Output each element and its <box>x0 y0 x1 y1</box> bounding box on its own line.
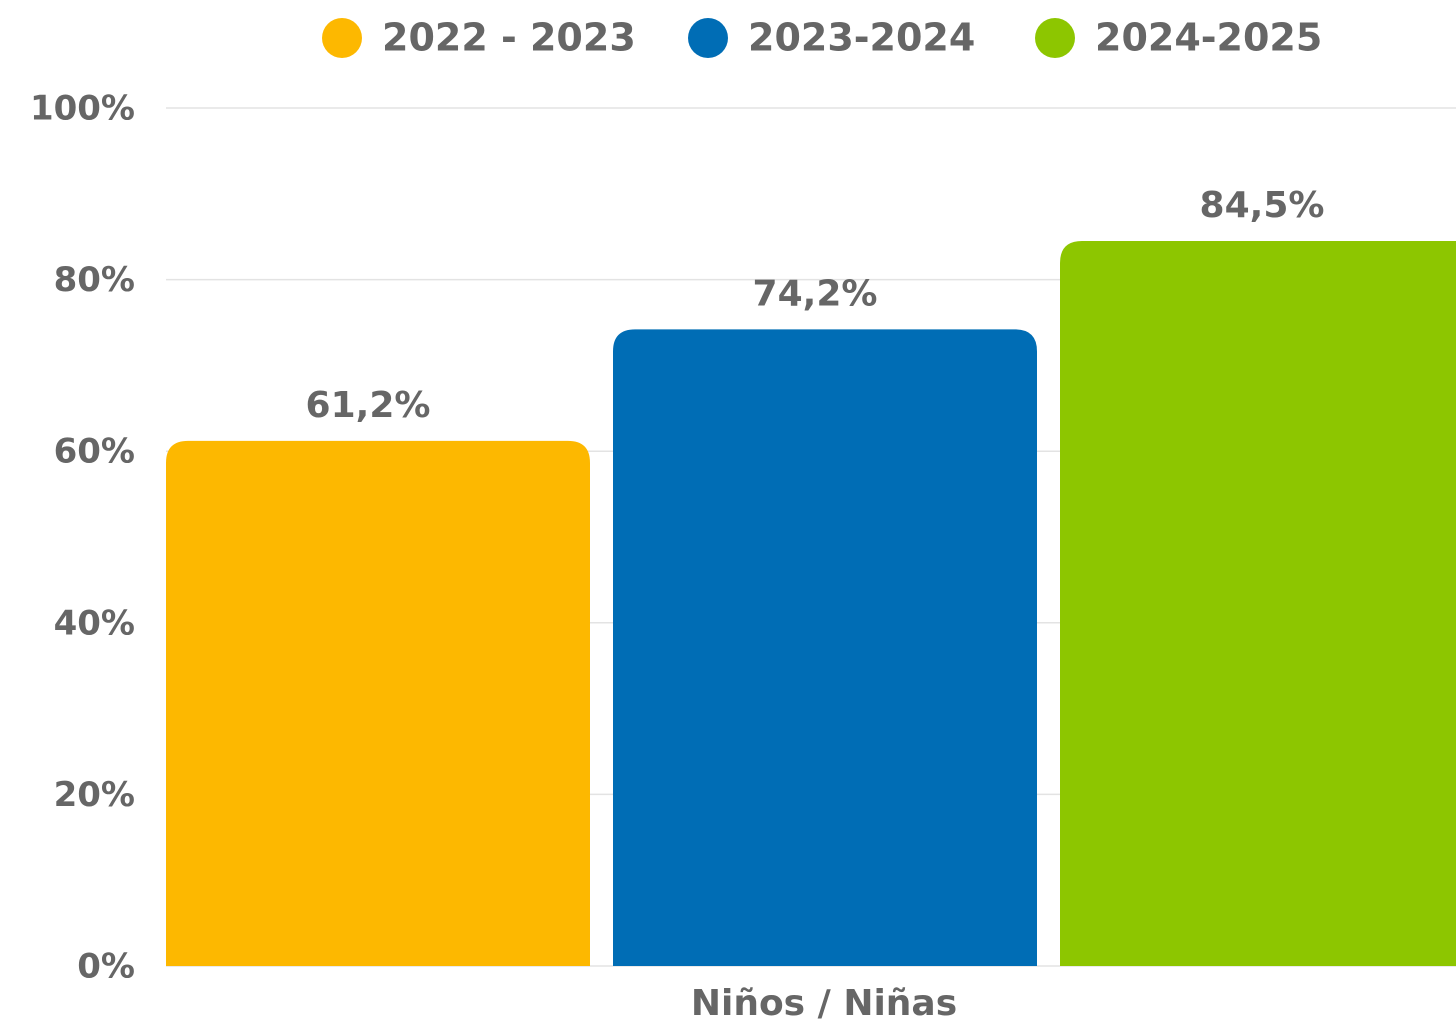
bar <box>166 440 590 966</box>
value-label: 84,5% <box>1200 185 1325 226</box>
value-label: 74,2% <box>753 273 878 314</box>
legend-marker <box>1035 18 1075 58</box>
legend-label: 2024-2025 <box>1095 16 1322 60</box>
value-label: 61,2% <box>306 385 431 426</box>
legend-marker <box>322 18 362 58</box>
bar <box>1060 240 1456 966</box>
y-tick-label: 60% <box>54 432 135 472</box>
legend-marker <box>688 18 728 58</box>
y-tick-label: 40% <box>54 603 135 643</box>
legend-label: 2023-2024 <box>748 16 975 60</box>
legend-label: 2022 - 2023 <box>382 16 636 60</box>
y-tick-label: 20% <box>54 775 135 815</box>
x-tick-label: Niños / Niñas <box>691 983 957 1024</box>
y-tick-label: 100% <box>30 89 135 129</box>
y-tick-label: 80% <box>54 260 135 300</box>
bar <box>613 329 1037 966</box>
y-tick-label: 0% <box>77 947 135 987</box>
